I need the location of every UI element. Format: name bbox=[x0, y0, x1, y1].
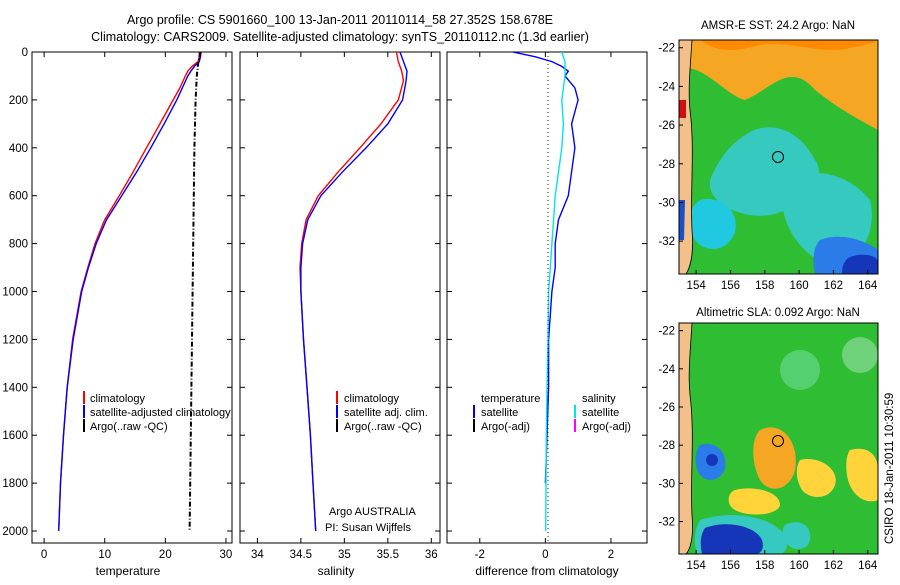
argo-program-label: Argo AUSTRALIA bbox=[329, 506, 416, 518]
legend-label-satellite: satellite adj. clim. bbox=[344, 407, 428, 419]
x-tick-label: 0 bbox=[542, 549, 548, 561]
sst-map-title: AMSR-E SST: 24.2 Argo: NaN bbox=[701, 20, 855, 32]
y-tick-label: 1000 bbox=[2, 287, 28, 299]
sla-map bbox=[679, 323, 878, 554]
x-tick-label: 35.5 bbox=[377, 549, 399, 561]
y-tick-label: 600 bbox=[9, 191, 28, 203]
sla-lat-label: -28 bbox=[658, 440, 675, 452]
y-tick-label: 400 bbox=[9, 143, 28, 155]
series-line-satellite-adjusted-climatology bbox=[58, 52, 202, 532]
sst-lat-label: -30 bbox=[658, 197, 675, 209]
x-tick-label: 2 bbox=[608, 549, 614, 561]
csiro-credit: CSIRO 18-Jan-2011 10:30:59 bbox=[884, 393, 896, 544]
difference-legend: temperature satellite Argo(-adj) salinit… bbox=[473, 393, 631, 433]
sst-lat-label: -32 bbox=[658, 236, 675, 248]
sst-lat-label: -28 bbox=[658, 159, 675, 171]
x-tick-label: 34.5 bbox=[290, 549, 312, 561]
series-line-argo-raw-qc- bbox=[188, 52, 202, 532]
salinity-xlabel: salinity bbox=[318, 564, 355, 578]
legend-heading-salinity: salinity bbox=[582, 393, 616, 405]
series-line-satellite-adj-clim- bbox=[300, 52, 408, 532]
legend-label-satellite: satellite-adjusted climatology bbox=[90, 407, 231, 419]
sla-float-marker bbox=[772, 435, 784, 447]
y-tick-label: 1400 bbox=[2, 382, 28, 394]
y-tick-label: 1600 bbox=[2, 430, 28, 442]
y-tick-label: 1800 bbox=[2, 478, 28, 490]
sla-lon-label: 154 bbox=[687, 560, 707, 572]
series-line-salinity-satellite bbox=[545, 52, 566, 532]
pi-name-label: PI: Susan Wijffels bbox=[325, 522, 411, 534]
temperature-legend: climatology satellite-adjusted climatolo… bbox=[83, 391, 231, 433]
x-tick-label: 10 bbox=[98, 549, 111, 561]
legend-label-climatology: climatology bbox=[344, 393, 400, 405]
x-tick-label: 36 bbox=[425, 549, 438, 561]
legend-label-temp-argo: Argo(-adj) bbox=[481, 421, 530, 433]
difference-xlabel: difference from climatology bbox=[475, 564, 618, 578]
temperature-panel bbox=[31, 51, 233, 544]
legend-label-sal-argo: Argo(-adj) bbox=[582, 421, 631, 433]
difference-panel bbox=[446, 51, 648, 544]
x-tick-label: 35 bbox=[338, 549, 351, 561]
sla-lat-label: -32 bbox=[658, 517, 675, 529]
y-tick-label: 0 bbox=[22, 47, 28, 59]
x-tick-label: 0 bbox=[41, 549, 47, 561]
series-line-temperature-satellite bbox=[512, 52, 579, 484]
sst-float-marker bbox=[772, 151, 784, 163]
y-tick-label: 800 bbox=[9, 239, 28, 251]
sla-lat-label: -24 bbox=[658, 364, 675, 376]
figure-title-line2: Climatology: CARS2009. Satellite-adjuste… bbox=[91, 30, 589, 44]
sst-lat-label: -26 bbox=[658, 120, 675, 132]
sla-map-title: Altimetric SLA: 0.092 Argo: NaN bbox=[696, 307, 860, 319]
sla-lon-label: 158 bbox=[755, 560, 774, 572]
sst-lat-label: -24 bbox=[658, 81, 675, 93]
legend-label-climatology: climatology bbox=[90, 393, 146, 405]
sst-map bbox=[679, 40, 878, 274]
sla-lon-label: 160 bbox=[789, 560, 808, 572]
salinity-panel bbox=[239, 51, 441, 544]
y-tick-label: 2000 bbox=[2, 526, 28, 538]
sla-lat-label: -22 bbox=[658, 326, 675, 338]
figure-title-line1: Argo profile: CS 5901660_100 13-Jan-2011… bbox=[127, 13, 553, 27]
sst-lon-label: 158 bbox=[755, 280, 774, 292]
sla-lon-label: 162 bbox=[824, 560, 843, 572]
x-tick-label: 34 bbox=[251, 549, 264, 561]
sst-map-frame bbox=[678, 39, 879, 275]
sst-lon-label: 164 bbox=[858, 280, 878, 292]
sst-lon-label: 162 bbox=[824, 280, 843, 292]
legend-label-argo: Argo(..raw -QC) bbox=[90, 421, 168, 433]
sst-lon-label: 154 bbox=[687, 280, 707, 292]
x-tick-label: 30 bbox=[220, 549, 233, 561]
sst-lon-label: 160 bbox=[789, 280, 808, 292]
sst-lon-label: 156 bbox=[721, 280, 740, 292]
x-tick-label: 20 bbox=[159, 549, 172, 561]
legend-heading-temperature: temperature bbox=[481, 393, 540, 405]
sla-lon-label: 164 bbox=[858, 560, 878, 572]
sla-lon-label: 156 bbox=[721, 560, 740, 572]
y-tick-label: 1200 bbox=[2, 334, 28, 346]
y-tick-label: 200 bbox=[9, 95, 28, 107]
legend-label-sal-satellite: satellite bbox=[582, 407, 619, 419]
sst-lat-label: -22 bbox=[658, 43, 675, 55]
salinity-legend: climatology satellite adj. clim. Argo(..… bbox=[336, 391, 428, 433]
legend-label-temp-satellite: satellite bbox=[481, 407, 518, 419]
x-tick-label: -2 bbox=[475, 549, 485, 561]
sla-map-frame bbox=[678, 322, 879, 555]
legend-label-argo: Argo(..raw -QC) bbox=[344, 421, 422, 433]
temperature-xlabel: temperature bbox=[96, 564, 161, 578]
sla-lat-label: -26 bbox=[658, 402, 675, 414]
sla-lat-label: -30 bbox=[658, 478, 675, 490]
